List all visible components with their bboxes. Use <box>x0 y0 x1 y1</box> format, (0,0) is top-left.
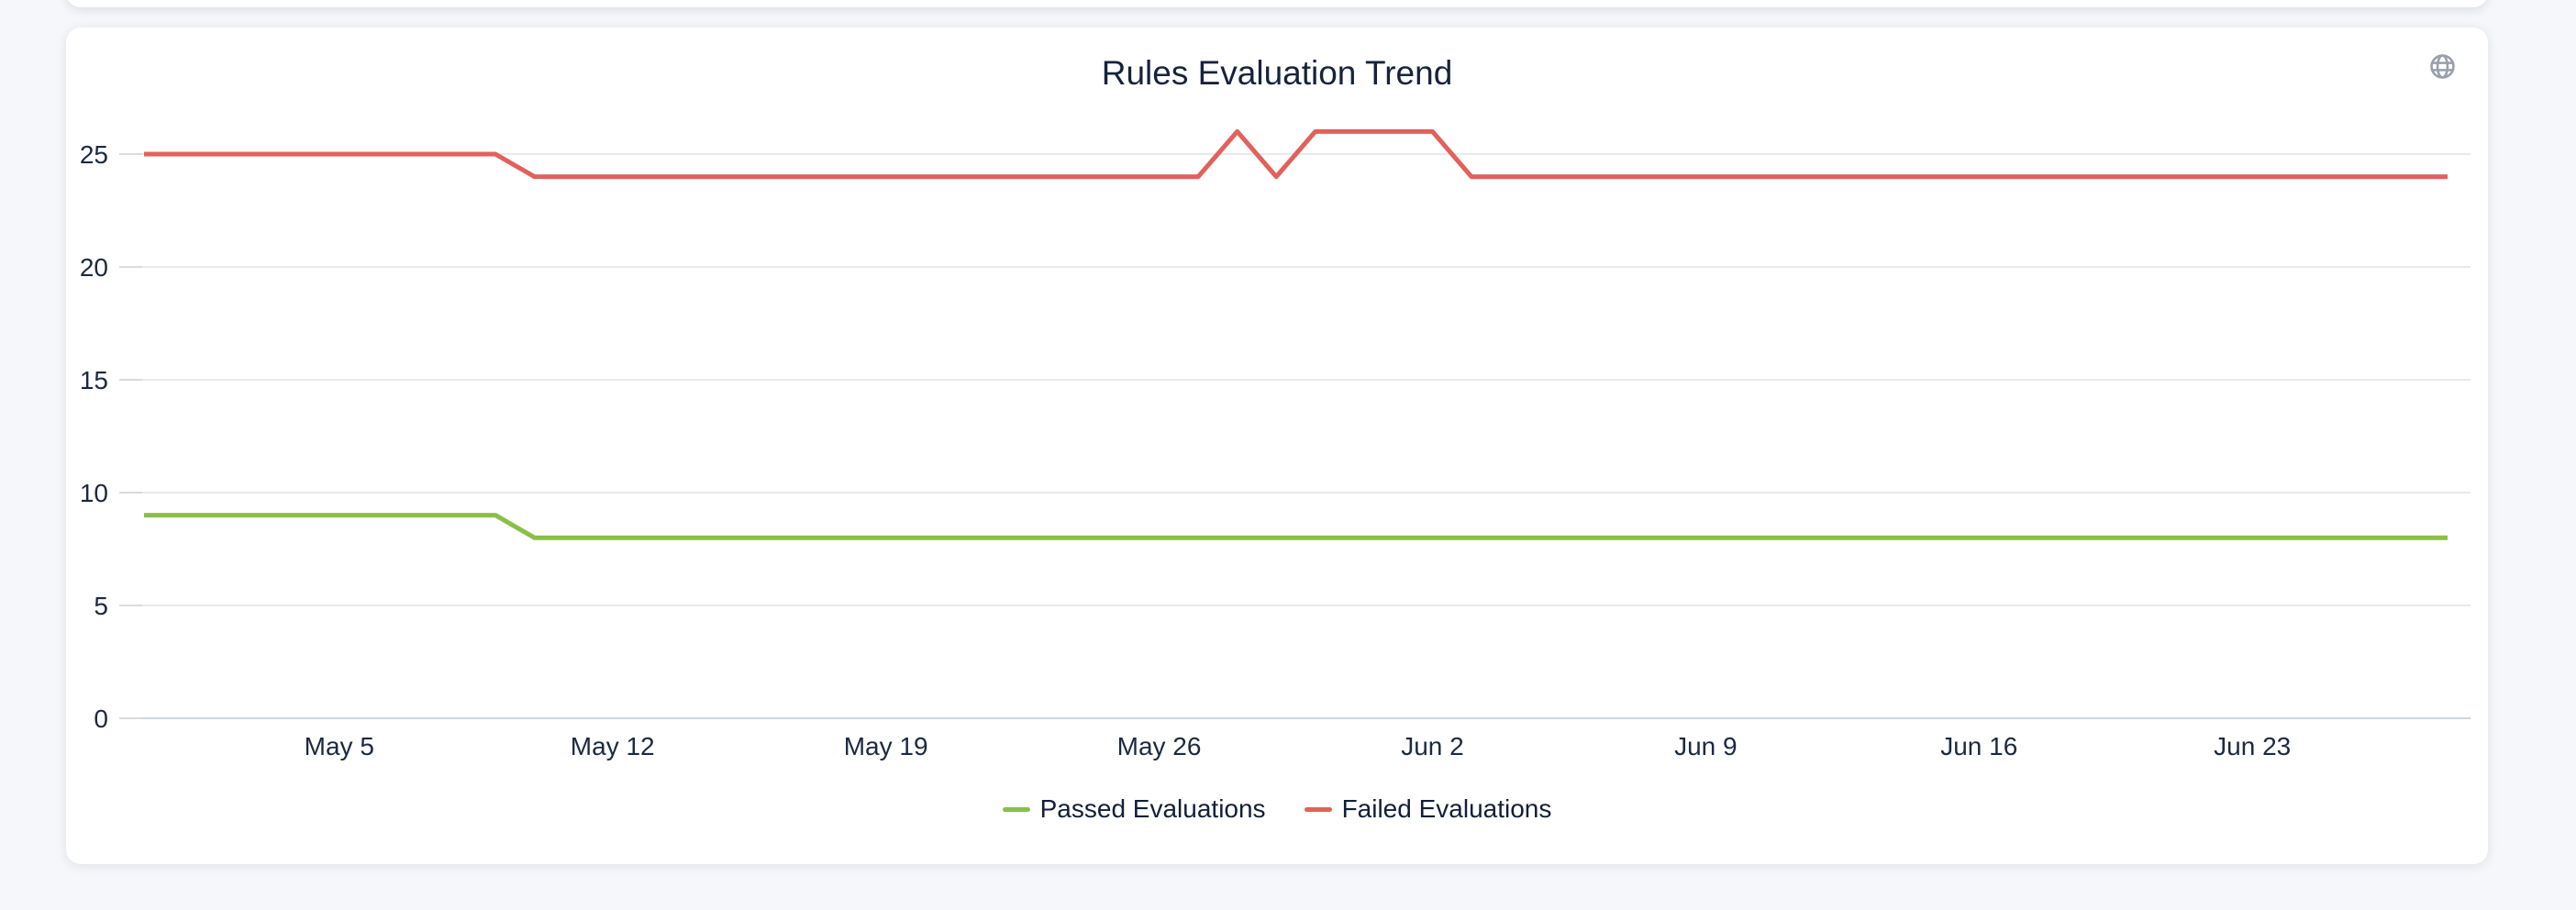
failed-evaluations-line <box>144 128 2448 180</box>
x-tick-label: May 19 <box>844 732 928 760</box>
passed-evaluations-line-swatch <box>1002 806 1030 812</box>
chart-legend: Passed Evaluations Failed Evaluations <box>66 791 2488 827</box>
y-tick-label: 15 <box>80 366 108 394</box>
legend-item-failed-evaluations[interactable]: Failed Evaluations <box>1304 794 1552 824</box>
y-tick-label: 0 <box>94 705 108 733</box>
x-tick-label: Jun 16 <box>1940 732 2017 760</box>
legend-label-passed-evaluations: Passed Evaluations <box>1039 794 1266 823</box>
x-tick-label: May 5 <box>305 732 374 760</box>
y-tick-label: 20 <box>80 253 108 282</box>
legend-label-failed-evaluations: Failed Evaluations <box>1341 794 1552 823</box>
y-tick-label: 5 <box>94 592 108 620</box>
failed-evaluations-line-swatch <box>1304 806 1332 812</box>
x-tick-label: Jun 9 <box>1674 732 1738 760</box>
rules-evaluation-trend-card: Rules Evaluation Trend 0 5 10 15 20 25 May 5 Ma… <box>66 28 2488 864</box>
previous-card-bottom-edge <box>66 0 2488 7</box>
chart-title: Rules Evaluation Trend <box>1101 54 1453 92</box>
line-chart-plot: 0 5 10 15 20 25 May 5 May 12 May 19 May 26 Jun 2 Ju… <box>80 128 2471 760</box>
passed-evaluations-line <box>144 513 2448 540</box>
timezone-globe-button[interactable] <box>2419 42 2467 90</box>
globe-icon <box>2430 53 2455 79</box>
x-tick-label: May 26 <box>1117 732 1202 760</box>
x-tick-label: May 12 <box>571 732 655 760</box>
x-tick-label: Jun 23 <box>2214 732 2291 760</box>
y-tick-label: 10 <box>80 479 108 507</box>
y-tick-label: 25 <box>80 140 108 169</box>
x-tick-label: Jun 2 <box>1401 732 1464 760</box>
legend-item-passed-evaluations[interactable]: Passed Evaluations <box>1002 794 1266 824</box>
